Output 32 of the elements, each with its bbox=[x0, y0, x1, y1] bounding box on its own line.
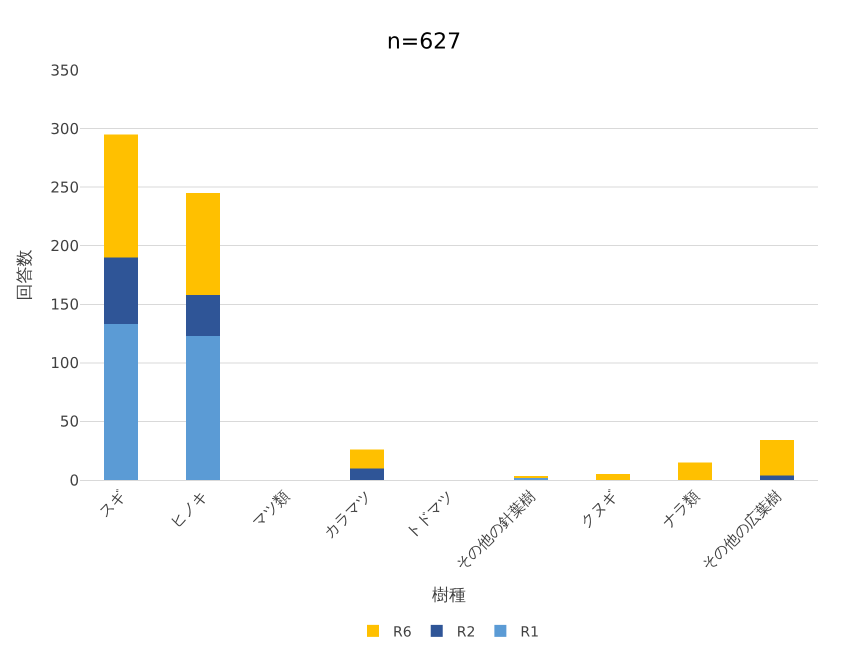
bar bbox=[104, 324, 138, 480]
x-tick-label: ナラ類 bbox=[658, 486, 704, 532]
y-tick-label: 300 bbox=[50, 120, 79, 138]
y-tick-label: 200 bbox=[50, 236, 79, 255]
bar bbox=[350, 468, 384, 480]
bar bbox=[760, 475, 794, 480]
bar bbox=[104, 257, 138, 324]
y-tick-label: 350 bbox=[50, 61, 79, 80]
y-tick-label: 50 bbox=[60, 412, 79, 431]
x-tick-label: カラマツ bbox=[320, 486, 376, 542]
bar bbox=[678, 462, 712, 480]
x-tick-label: クヌギ bbox=[576, 486, 622, 532]
legend-label: R1 bbox=[520, 624, 540, 640]
x-tick-label: マツ類 bbox=[248, 486, 294, 532]
legend-label: R6 bbox=[393, 624, 412, 640]
bar bbox=[186, 294, 220, 336]
y-axis-title: 回答数 bbox=[14, 250, 35, 300]
y-tick-label: 0 bbox=[69, 471, 79, 490]
x-tick-label: ヒノキ bbox=[166, 486, 212, 532]
bar bbox=[350, 450, 384, 468]
bar bbox=[186, 336, 220, 480]
y-tick-label: 250 bbox=[50, 178, 79, 196]
x-tick-label: スギ bbox=[95, 486, 130, 521]
y-tick-label: 100 bbox=[50, 354, 79, 372]
bar bbox=[186, 193, 220, 295]
bar bbox=[104, 134, 138, 258]
y-tick-label: 150 bbox=[50, 296, 79, 314]
bar bbox=[760, 440, 794, 476]
legend-label: R2 bbox=[456, 624, 476, 640]
bar bbox=[596, 474, 630, 480]
chart-title: n=627 bbox=[386, 29, 462, 54]
x-axis-title: 樹種 bbox=[432, 585, 466, 606]
